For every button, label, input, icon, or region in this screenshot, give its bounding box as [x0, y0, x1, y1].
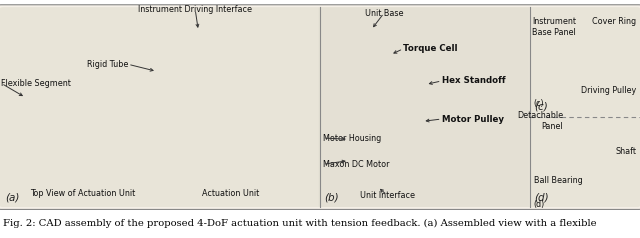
- Text: Driving Pulley: Driving Pulley: [581, 86, 636, 95]
- Text: Actuation Unit: Actuation Unit: [202, 189, 259, 198]
- Text: Unit Base: Unit Base: [365, 9, 403, 18]
- FancyBboxPatch shape: [529, 7, 640, 117]
- Text: Motor Pulley: Motor Pulley: [442, 114, 504, 124]
- Text: Motor Housing: Motor Housing: [323, 134, 381, 143]
- Text: Detachable
Panel: Detachable Panel: [517, 111, 563, 131]
- FancyBboxPatch shape: [0, 7, 321, 207]
- Text: Fig. 2: CAD assembly of the proposed 4-DoF actuation unit with tension feedback.: Fig. 2: CAD assembly of the proposed 4-D…: [3, 219, 597, 228]
- Text: (a): (a): [5, 192, 19, 202]
- Text: (b): (b): [324, 192, 339, 202]
- Text: (d): (d): [534, 200, 545, 209]
- FancyBboxPatch shape: [529, 117, 640, 207]
- Text: Ball Bearing: Ball Bearing: [534, 176, 582, 185]
- FancyBboxPatch shape: [0, 5, 640, 209]
- Text: Rigid Tube: Rigid Tube: [86, 60, 128, 69]
- Text: (d): (d): [534, 192, 548, 202]
- Text: Maxon DC Motor: Maxon DC Motor: [323, 160, 390, 169]
- FancyBboxPatch shape: [319, 7, 531, 207]
- Text: Top View of Actuation Unit: Top View of Actuation Unit: [31, 189, 136, 198]
- Text: Cover Ring: Cover Ring: [592, 17, 636, 26]
- Text: (c): (c): [534, 102, 547, 112]
- Text: Instrument Driving Interface: Instrument Driving Interface: [138, 5, 252, 14]
- Text: Flexible Segment: Flexible Segment: [1, 79, 71, 88]
- Text: Unit Interface: Unit Interface: [360, 191, 415, 200]
- Text: Hex Standoff: Hex Standoff: [442, 76, 505, 85]
- Text: Shaft: Shaft: [615, 147, 636, 156]
- Text: Instrument
Base Panel: Instrument Base Panel: [532, 17, 577, 37]
- Text: (c): (c): [534, 99, 545, 108]
- Text: Torque Cell: Torque Cell: [403, 44, 458, 53]
